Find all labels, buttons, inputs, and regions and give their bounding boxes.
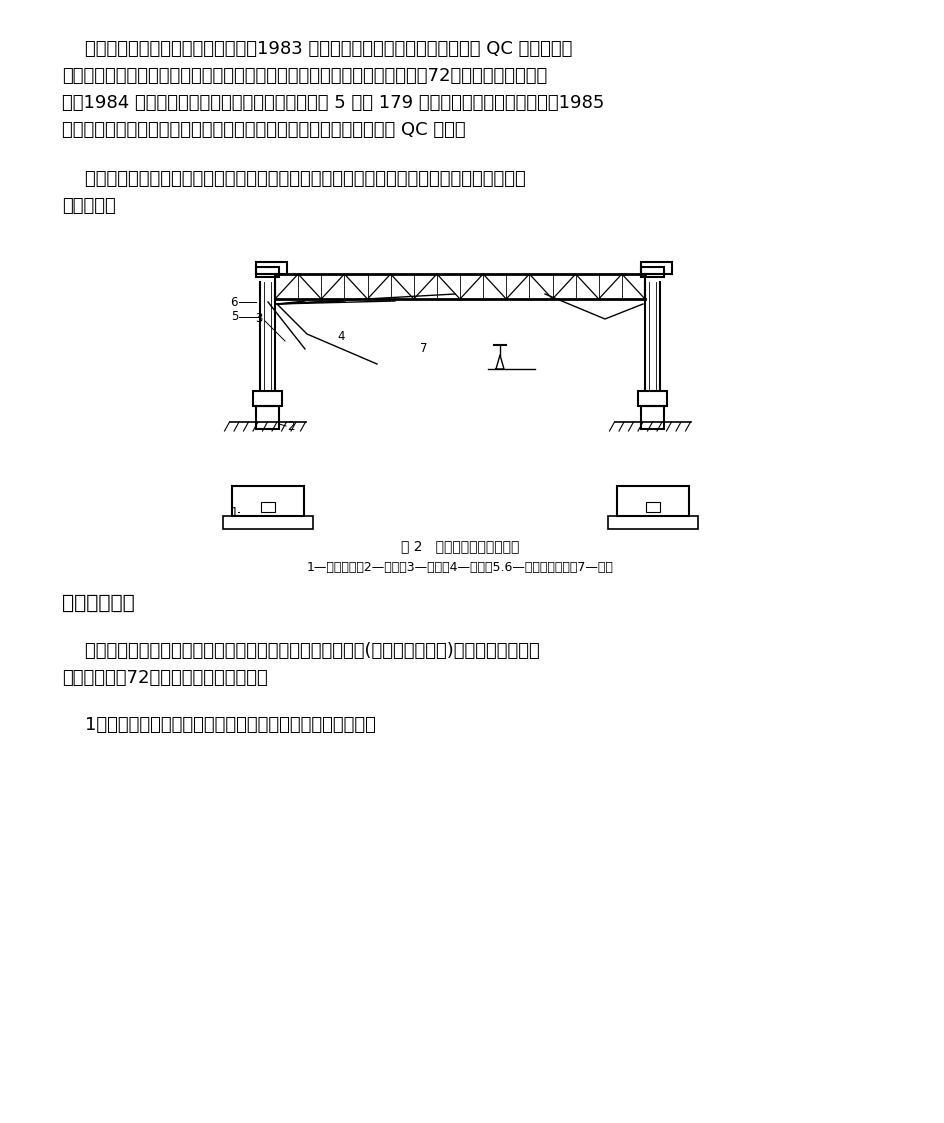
Bar xyxy=(645,502,659,512)
Bar xyxy=(231,486,303,515)
Text: 本工法是由杯形基础的浇制、预应力钔筋混凝土等径圆支柱(以下简称圆支柱)的整正、硬横棁安: 本工法是由杯形基础的浇制、预应力钔筋混凝土等径圆支柱(以下简称圆支柱)的整正、硬… xyxy=(62,642,539,660)
Text: 7: 7 xyxy=(419,343,427,356)
Text: 图 2   硬横跨支持结构示意图: 图 2 硬横跨支持结构示意图 xyxy=(400,539,518,553)
Bar xyxy=(222,515,312,529)
Text: 1: 1 xyxy=(230,505,238,519)
Bar xyxy=(640,262,671,274)
Text: 年在铁道部工程建设系统质量管理成果发布会上被评为优秀成果和优秀 QC 小组。: 年在铁道部工程建设系统质量管理成果发布会上被评为优秀成果和优秀 QC 小组。 xyxy=(62,121,465,139)
Bar xyxy=(256,262,287,274)
Text: 装三套新工色72组成，它具有以下特点：: 装三套新工色72组成，它具有以下特点： xyxy=(62,669,267,687)
Text: 为能较好地完成这项新技术的实施，1983 年成立了由设计、施工、厂家组成的 QC 技术攻关小: 为能较好地完成这项新技术的实施，1983 年成立了由设计、施工、厂家组成的 QC… xyxy=(62,40,572,58)
Text: 4: 4 xyxy=(337,330,345,344)
Text: 3: 3 xyxy=(255,312,262,326)
Text: 2: 2 xyxy=(287,420,295,432)
Bar xyxy=(607,515,697,529)
Text: 1．比较先进，有益于硬横跨这种新支持结构的推广和应用。: 1．比较先进，有益于硬横跨这种新支持结构的推广和应用。 xyxy=(62,716,376,734)
Text: 6: 6 xyxy=(230,295,238,309)
Text: 装。1984 年，用本工法安全高质量的完成了京秦线 5 个站 179 组框架式硬横跨的施工安装。1985: 装。1984 年，用本工法安全高质量的完成了京秦线 5 个站 179 组框架式硬… xyxy=(62,94,604,112)
Bar xyxy=(261,502,274,512)
Bar xyxy=(640,407,664,429)
Bar xyxy=(256,407,278,429)
Bar xyxy=(637,391,666,407)
Text: 1—基础垫层；2—基础；3—支柱；4—端棁；5.6—甲、乙型揽箍；7—中棁: 1—基础垫层；2—基础；3—支柱；4—端棁；5.6—甲、乙型揽箍；7—中棁 xyxy=(306,562,613,574)
Bar xyxy=(256,267,278,277)
Text: 组，通过调查、研究、计算、试验等工作，制定了严密的施工组织和施工工色72，并据此指导施工安: 组，通过调查、研究、计算、试验等工作，制定了严密的施工组织和施工工色72，并据此… xyxy=(62,67,547,85)
Bar xyxy=(615,486,688,515)
Text: 5: 5 xyxy=(230,310,238,323)
Text: 二、工法特点: 二、工法特点 xyxy=(62,594,135,613)
Bar xyxy=(640,267,664,277)
Text: 的先进性。: 的先进性。 xyxy=(62,197,115,214)
Text: 本工法的开发使框架式硬横跨这种新结构、新技术迅速转化为生产力，所以，本工法具有一定: 本工法的开发使框架式硬横跨这种新结构、新技术迅速转化为生产力，所以，本工法具有一… xyxy=(62,170,525,188)
Bar xyxy=(253,391,281,407)
